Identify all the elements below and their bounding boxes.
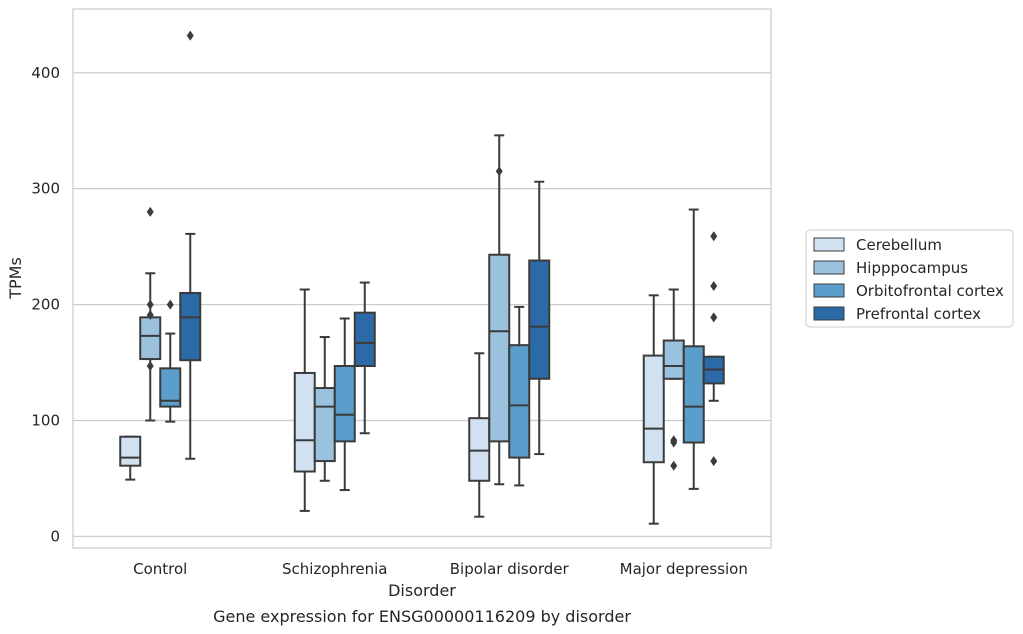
box-group bbox=[682, 208, 705, 490]
box-group bbox=[702, 231, 725, 467]
y-tick-label: 300 bbox=[31, 180, 60, 198]
legend-swatch bbox=[813, 306, 845, 321]
outlier-point bbox=[710, 281, 718, 292]
outlier-point bbox=[146, 361, 154, 372]
box-group bbox=[353, 281, 376, 435]
y-tick-label: 200 bbox=[31, 296, 60, 314]
box bbox=[642, 354, 665, 464]
box bbox=[353, 311, 376, 368]
y-tick-label: 400 bbox=[31, 64, 60, 82]
outlier-point bbox=[670, 435, 678, 446]
x-tick-label: Schizophrenia bbox=[282, 560, 387, 578]
outlier-point bbox=[710, 231, 718, 242]
legend-label: Prefrontal cortex bbox=[856, 305, 981, 323]
x-tick-label: Major depression bbox=[620, 560, 748, 578]
outlier-point bbox=[710, 456, 718, 467]
legend-swatch bbox=[813, 237, 845, 252]
box bbox=[179, 291, 202, 362]
legend-swatch bbox=[813, 283, 845, 298]
legend-label: Orbitofrontal cortex bbox=[856, 282, 1004, 300]
box-group bbox=[119, 435, 142, 481]
box bbox=[508, 344, 531, 459]
box bbox=[488, 253, 511, 443]
outlier-point bbox=[146, 206, 154, 217]
box-group bbox=[488, 134, 511, 486]
box bbox=[313, 387, 336, 463]
x-ticks: Control Schizophrenia Bipolar disorder Majo… bbox=[133, 560, 748, 578]
box-group bbox=[468, 352, 491, 518]
y-tick-label: 100 bbox=[31, 411, 60, 429]
legend: Cerebellum Hipppocampus Orbitofrontal cort… bbox=[805, 229, 1014, 328]
box bbox=[293, 371, 316, 473]
x-axis-title: Disorder bbox=[388, 581, 456, 600]
box bbox=[119, 435, 142, 467]
x-tick-label: Control bbox=[133, 560, 187, 578]
box-group bbox=[528, 180, 551, 456]
legend-frame bbox=[805, 229, 1014, 328]
box-group bbox=[139, 206, 162, 422]
legend-label: Cerebellum bbox=[856, 236, 942, 254]
box-group bbox=[159, 299, 182, 423]
box-group bbox=[179, 30, 202, 460]
box bbox=[139, 316, 162, 361]
y-ticks: 0 100 200 300 400 bbox=[31, 64, 60, 546]
outlier-point bbox=[166, 299, 174, 310]
legend-swatch bbox=[813, 260, 845, 275]
box bbox=[682, 345, 705, 444]
outlier-point bbox=[186, 30, 194, 41]
chart-caption: Gene expression for ENSG00000116209 by d… bbox=[213, 607, 631, 626]
box bbox=[333, 365, 356, 443]
x-tick-label: Bipolar disorder bbox=[450, 560, 570, 578]
outlier-point bbox=[495, 166, 503, 177]
box bbox=[159, 367, 182, 408]
plot-area-frame bbox=[72, 8, 772, 549]
box bbox=[662, 339, 685, 380]
box-group bbox=[642, 294, 665, 525]
boxes-layer bbox=[119, 30, 725, 525]
box-group bbox=[333, 317, 356, 492]
box bbox=[528, 259, 551, 380]
outlier-point bbox=[670, 460, 678, 471]
outlier-point bbox=[710, 312, 718, 323]
box-group bbox=[662, 288, 685, 471]
outlier-point bbox=[146, 310, 154, 321]
y-tick-label: 0 bbox=[50, 527, 60, 545]
outlier-point bbox=[146, 299, 154, 310]
y-axis-title: TPMs bbox=[6, 257, 25, 300]
box-group bbox=[313, 336, 336, 482]
legend-label: Hipppocampus bbox=[856, 259, 968, 277]
box bbox=[468, 417, 491, 482]
box-group bbox=[508, 305, 531, 487]
